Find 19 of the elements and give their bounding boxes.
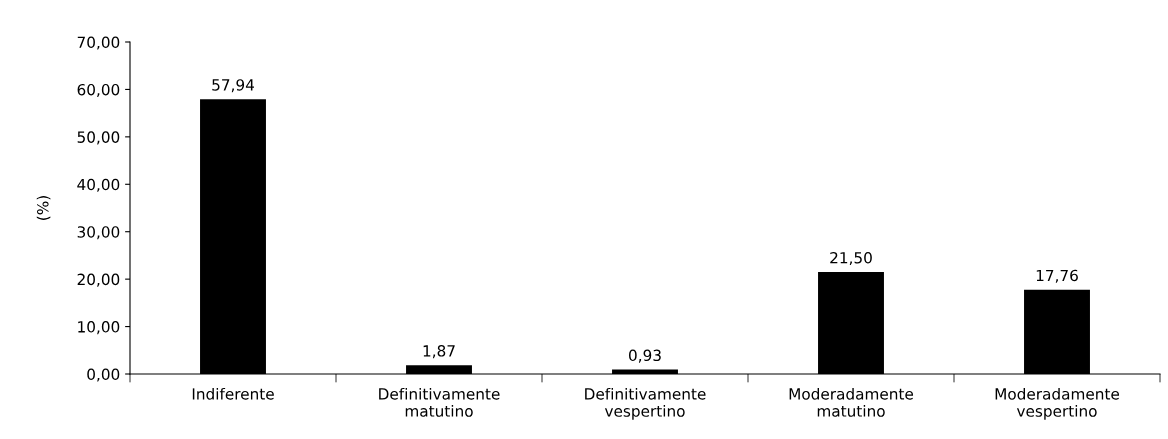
data-label: 1,87 — [423, 345, 455, 359]
y-tick-label: 30,00 — [77, 226, 120, 240]
y-tick-label: 40,00 — [77, 178, 120, 192]
y-axis-title: (%) — [36, 196, 51, 220]
x-tick-label: Indiferente — [192, 387, 274, 400]
y-tick-label: 10,00 — [78, 321, 120, 335]
data-label: 17,76 — [1036, 269, 1078, 283]
x-tick-label: Moderadamente vespertino — [995, 387, 1120, 420]
data-label: 57,94 — [212, 79, 255, 93]
x-tick-label: Definitivamente vespertino — [585, 387, 706, 420]
x-tick-label: Definitivamente matutino — [379, 387, 500, 417]
y-tick-label: 50,00 — [77, 131, 120, 145]
y-tick-label: 60,00 — [77, 83, 120, 98]
data-label: 21,50 — [830, 251, 872, 266]
y-tick-label: 70,00 — [77, 36, 120, 50]
x-tick-label: Moderadamente matutino — [789, 387, 914, 417]
y-tick-label: 20,00 — [77, 273, 120, 287]
data-label: 0,93 — [629, 349, 661, 363]
y-tick-label: 0,00 — [87, 368, 120, 382]
